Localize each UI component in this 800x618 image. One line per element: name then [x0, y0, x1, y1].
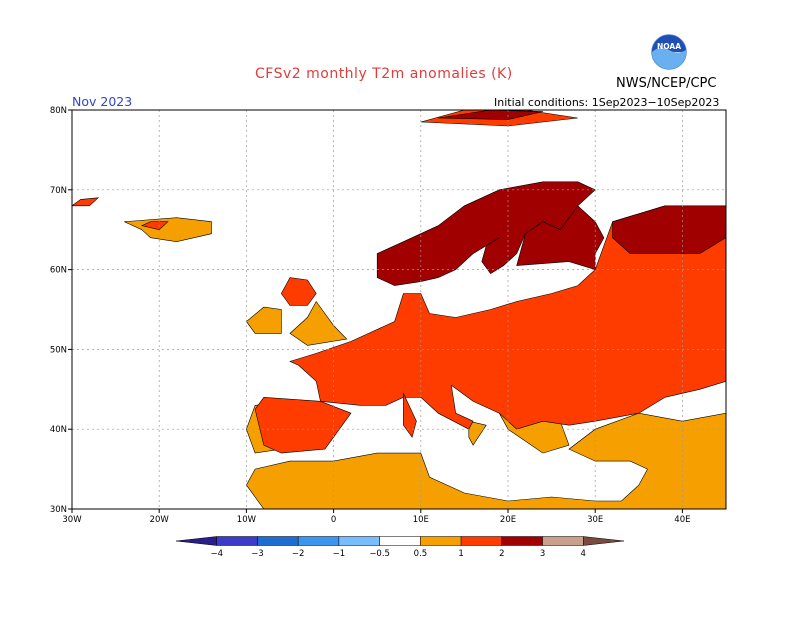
lon-tick-label: 10E: [413, 515, 429, 525]
lon-tick-label: 0: [331, 515, 336, 525]
noaa-logo: NOAA: [651, 34, 687, 70]
anomaly-region-1-2-3: [140, 221, 169, 231]
colorbar-label: 0.5: [414, 549, 428, 559]
colorbar-label: −2: [292, 549, 305, 559]
colorbar-swatch: [420, 536, 462, 546]
lat-tick-label: 30N: [50, 505, 67, 515]
lat-tick-label: 60N: [50, 266, 67, 276]
axis-ticks: 30W 20W 10W 0 10E 20E 30E 40E 30N 40N 50N 60N 70N 80N: [50, 106, 691, 525]
agency-label: NWS/NCEP/CPC: [616, 76, 717, 91]
anomaly-region-0.5-1-4: [289, 300, 348, 346]
anomaly-region-1-2-4: [72, 197, 100, 207]
anomaly-region-1-2-0: [289, 205, 726, 430]
anomaly-region-1-2-1: [254, 396, 352, 454]
anomaly-region-2-3-3: [438, 110, 543, 120]
colorbar-label: −4: [210, 549, 223, 559]
colorbar-swatch: [460, 536, 503, 546]
colorbar-swatch: [379, 536, 421, 546]
colorbar-label: −1: [333, 549, 346, 559]
colorbar-label: 2: [499, 549, 504, 559]
anomaly-region-2-3-2: [612, 205, 726, 254]
lon-tick-label: 20W: [150, 515, 170, 525]
lat-tick-label: 80N: [50, 106, 67, 116]
colorbar-swatch: [583, 536, 625, 546]
anomaly-region-1-2-6: [403, 393, 417, 438]
colorbar-swatch: [216, 536, 258, 546]
forecast-month: Nov 2023: [72, 94, 133, 109]
colorbar-swatch: [501, 536, 543, 546]
map-area: [72, 110, 726, 509]
anomaly-regions: [72, 110, 726, 509]
colorbar-label: −3: [251, 549, 264, 559]
colorbar-swatch: [297, 536, 340, 546]
lat-tick-label: 50N: [50, 345, 67, 355]
lon-tick-label: 30W: [62, 515, 82, 525]
colorbar-label: 4: [581, 549, 586, 559]
anomaly-region-1-2-2: [280, 277, 317, 306]
lon-tick-label: 10W: [237, 515, 257, 525]
lon-tick-label: 20E: [500, 515, 516, 525]
initial-conditions: Initial conditions: 1Sep2023−10Sep2023: [494, 96, 720, 109]
colorbar-swatch: [338, 536, 380, 546]
colorbar-label: 3: [540, 549, 545, 559]
colorbar-label: 1: [458, 549, 463, 559]
anomaly-region-0.5-1-3: [245, 306, 282, 334]
gridlines: [72, 110, 726, 509]
colorbar-label: −0.5: [369, 549, 390, 559]
map-frame: [71, 109, 727, 510]
colorbar: −4 −3 −2 −1 −0.5 0.5 1 2 3 4: [175, 536, 625, 559]
colorbar-swatch: [175, 536, 217, 546]
colorbar-swatch: [542, 536, 584, 546]
anomaly-region-0.5-1-7: [468, 420, 487, 446]
lon-tick-label: 30E: [587, 515, 603, 525]
map-title: CFSv2 monthly T2m anomalies (K): [255, 66, 513, 82]
colorbar-swatch: [257, 536, 299, 546]
lon-tick-label: 40E: [674, 515, 690, 525]
lat-tick-label: 40N: [50, 425, 67, 435]
lat-tick-label: 70N: [50, 186, 67, 196]
anomaly-region-0.5-1-0: [246, 412, 726, 509]
logo-text: NOAA: [657, 42, 681, 51]
